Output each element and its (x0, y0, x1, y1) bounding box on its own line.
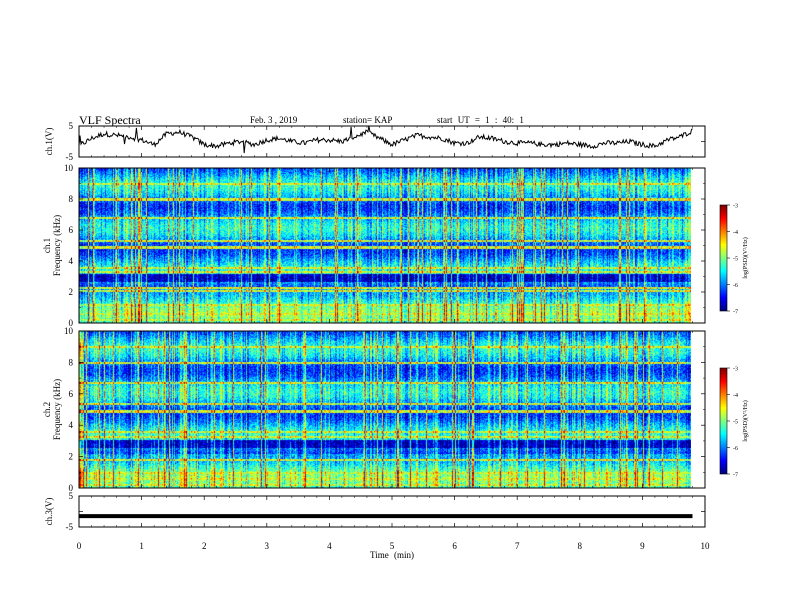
y-tick-label: 6 (69, 389, 74, 399)
x-tick-label: 5 (390, 541, 395, 551)
colorbar-label: log(PSD)(V²/Hz) (742, 400, 749, 441)
figure-title: VLF Spectra (79, 113, 141, 127)
x-tick-label: 2 (202, 541, 207, 551)
colorbar-label: log(PSD)(V²/Hz) (742, 237, 749, 278)
colorbar-tick-label: -5 (733, 420, 738, 426)
colorbar (720, 205, 727, 311)
y-axis-label: Frequency (kHz) (52, 215, 62, 276)
y-tick-label: 0 (69, 483, 74, 493)
y-tick-label: 5 (69, 121, 74, 131)
y-tick-label: 5 (69, 491, 74, 501)
x-tick-label: 1 (139, 541, 144, 551)
y-tick-label: 2 (69, 452, 74, 462)
colorbar-tick-label: -6 (733, 446, 738, 452)
y-tick-label: 6 (69, 225, 74, 235)
start-time-label: start UT = 1 : 40: 1 (437, 115, 524, 125)
x-tick-label: 10 (701, 541, 711, 551)
colorbar-tick-label: -4 (733, 230, 738, 236)
x-tick-label: 4 (327, 541, 332, 551)
x-tick-label: 8 (578, 541, 583, 551)
spectrogram-ch1 (79, 168, 691, 323)
panel-frame (78, 495, 706, 528)
y-axis-label: Frequency (kHz) (52, 379, 62, 440)
x-tick-label: 0 (77, 541, 82, 551)
y-tick-label: 10 (64, 163, 74, 173)
x-tick-label: 3 (265, 541, 270, 551)
y-axis-label-channel: ch.2 (42, 402, 52, 417)
colorbar (720, 368, 727, 474)
colorbar-tick-label: -7 (733, 310, 738, 316)
colorbar-tick-label: -3 (733, 204, 738, 210)
x-axis-label: Time (min) (370, 550, 414, 560)
station-label: station= KAP (343, 115, 393, 125)
y-tick-label: 10 (64, 326, 74, 336)
series-line-ch1 (78, 125, 693, 154)
y-tick-label: 8 (69, 357, 74, 367)
y-tick-label: 8 (69, 194, 74, 204)
y-tick-label: -5 (66, 152, 74, 162)
y-axis-label: ch.1(V) (44, 128, 54, 156)
y-tick-label: 2 (69, 287, 74, 297)
x-tick-label: 6 (452, 541, 457, 551)
spectrogram-ch2 (79, 331, 691, 488)
panel-frame (78, 125, 706, 158)
y-axis-label-channel: ch.1 (42, 238, 52, 253)
y-tick-label: 0 (69, 318, 74, 328)
x-tick-label: 7 (515, 541, 520, 551)
y-tick-label: 4 (69, 420, 74, 430)
date-label: Feb. 3 , 2019 (250, 115, 298, 125)
x-tick-label: 9 (640, 541, 645, 551)
colorbar-tick-label: -3 (733, 367, 738, 373)
colorbar-tick-label: -5 (733, 257, 738, 263)
colorbar-tick-label: -6 (733, 283, 738, 289)
y-tick-label: 4 (69, 256, 74, 266)
colorbar-tick-label: -4 (733, 393, 738, 399)
y-axis-label: ch.3(V) (44, 498, 54, 526)
y-tick-label: -5 (66, 522, 74, 532)
colorbar-tick-label: -7 (733, 473, 738, 479)
